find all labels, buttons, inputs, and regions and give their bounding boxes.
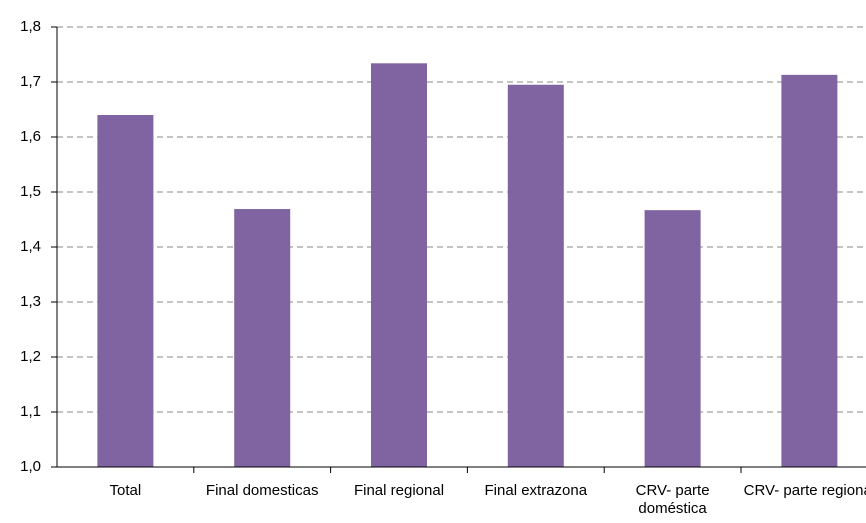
bar — [507, 84, 564, 467]
y-tick-label: 1,0 — [20, 458, 41, 475]
bar — [781, 74, 838, 467]
bar — [97, 115, 154, 467]
x-tick-label: Final domesticas — [205, 482, 319, 499]
bar — [371, 63, 427, 468]
y-tick-label: 1,2 — [20, 348, 41, 365]
bar — [644, 210, 701, 467]
y-tick-label: 1,8 — [20, 18, 41, 35]
y-tick-label: 1,3 — [20, 293, 41, 310]
y-tick-label: 1,4 — [20, 238, 41, 255]
y-tick-label: 1,5 — [20, 183, 41, 200]
y-tick-label: 1,6 — [20, 128, 41, 145]
x-tick-label: CRV- parte doméstica — [635, 482, 710, 517]
x-tick-label: Final regional — [353, 482, 445, 499]
bar — [234, 209, 291, 468]
x-tick-label: CRV- parte regional — [743, 482, 866, 499]
x-tick-label: Final extrazona — [484, 482, 588, 499]
y-tick-label: 1,1 — [20, 403, 41, 420]
y-tick-label: 1,7 — [20, 73, 41, 90]
x-tick-label: Total — [109, 482, 142, 499]
